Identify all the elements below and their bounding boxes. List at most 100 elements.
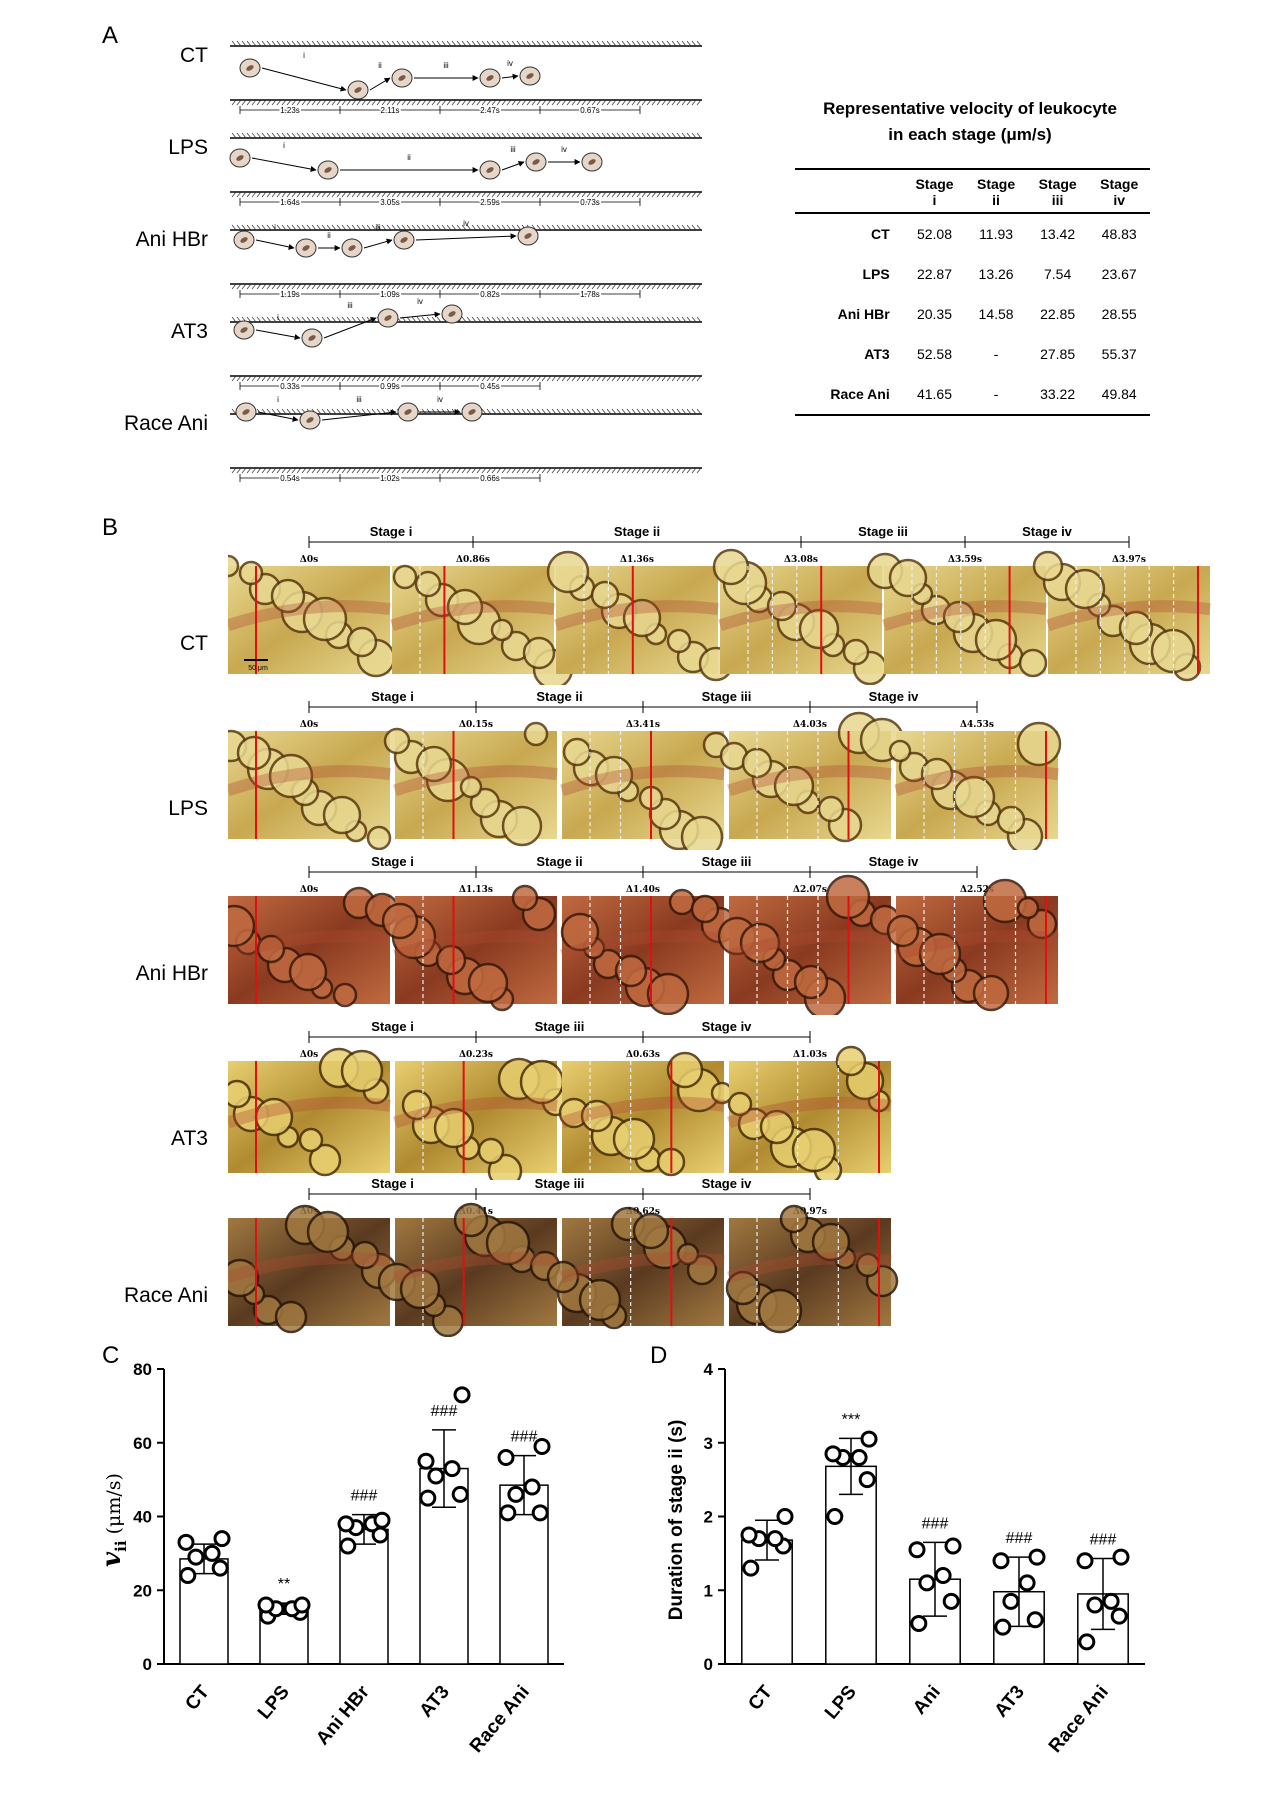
wall-hatch <box>586 191 592 198</box>
tissue-blob <box>415 745 453 783</box>
wall-hatch <box>646 408 652 415</box>
wall-hatch <box>466 191 472 198</box>
stage-label: Stage ii <box>614 524 660 539</box>
wall-hatch <box>311 132 317 139</box>
nucleus <box>242 409 250 415</box>
wall-hatch <box>641 408 647 415</box>
velocity-table-title: Representative velocity of leukocyte in … <box>790 96 1150 148</box>
tissue-blob <box>886 914 920 948</box>
wall-hatch <box>656 408 662 415</box>
wall-hatch <box>411 375 417 382</box>
wall-hatch <box>656 283 662 290</box>
panel-d-letter: D <box>650 1342 668 1369</box>
frame-time-label: Δ0.86s <box>456 555 490 565</box>
micrograph-row: Stage i Stage ii Stage iii Stage iv Δ0s Δ1.13… <box>228 854 1059 1015</box>
wall-hatch <box>271 316 277 323</box>
wall-hatch <box>696 191 702 198</box>
wall-hatch <box>411 316 417 323</box>
wall-hatch <box>271 40 277 47</box>
tissue-blob <box>739 922 781 964</box>
stage-label: Stage i <box>370 524 413 539</box>
wall-hatch <box>481 316 487 323</box>
wall-hatch <box>391 283 397 290</box>
micrograph-frame <box>228 886 400 1008</box>
wall-hatch <box>276 99 282 106</box>
wall-hatch <box>596 408 602 415</box>
tissue-blob <box>546 550 590 594</box>
wall-hatch <box>506 99 512 106</box>
wall-hatch <box>421 316 427 323</box>
wall-hatch <box>361 191 367 198</box>
table-cell: 13.42 <box>1040 226 1076 242</box>
wall-hatch <box>306 316 312 323</box>
wall-hatch <box>536 40 542 47</box>
wall-hatch <box>346 467 352 474</box>
data-point <box>860 1430 878 1448</box>
wall-hatch <box>571 132 577 139</box>
wall-hatch <box>361 467 367 474</box>
wall-hatch <box>561 224 567 231</box>
table-cell: 49.84 <box>1101 386 1137 402</box>
micrograph-frame <box>712 548 888 685</box>
wall-hatch <box>576 283 582 290</box>
wall-hatch <box>541 408 547 415</box>
nucleus <box>486 167 494 173</box>
tissue-blob <box>614 954 648 988</box>
wall-hatch <box>561 375 567 382</box>
wall-hatch <box>486 224 492 231</box>
wall-hatch <box>636 191 642 198</box>
wall-hatch <box>411 132 417 139</box>
vessel-band <box>228 765 391 797</box>
y-axis-label-unit: (μm/s) <box>103 1473 125 1540</box>
wall-hatch <box>486 375 492 382</box>
data-point <box>942 1592 960 1610</box>
wall-hatch <box>636 375 642 382</box>
data-point <box>419 1489 437 1507</box>
arrow <box>255 329 301 340</box>
wall-hatch <box>616 40 622 47</box>
data-point <box>179 1567 197 1584</box>
vessel-band <box>228 600 391 632</box>
data-point <box>211 1559 229 1577</box>
tissue-blob <box>1016 896 1040 920</box>
wall-hatch <box>441 40 447 47</box>
stage-marker: iii <box>375 223 381 232</box>
wall-hatch <box>416 375 422 382</box>
wall-hatch <box>691 283 697 290</box>
duration-label: 0.45s <box>480 382 500 391</box>
wall-hatch <box>381 99 387 106</box>
wall-hatch <box>596 467 602 474</box>
vessel-band <box>727 1096 892 1129</box>
wall-hatch <box>291 40 297 47</box>
wall-hatch <box>636 40 642 47</box>
wall-hatch <box>666 375 672 382</box>
wall-hatch <box>631 40 637 47</box>
wall-hatch <box>301 40 307 47</box>
wall-hatch <box>516 99 522 106</box>
y-tick-label: 20 <box>133 1581 152 1600</box>
wall-hatch <box>626 132 632 139</box>
panel-b-group-label: AT3 <box>171 1127 208 1150</box>
tissue-blob <box>228 554 240 578</box>
wall-hatch <box>571 40 577 47</box>
nucleus <box>448 311 456 317</box>
data-point <box>1028 1548 1046 1566</box>
wall-hatch <box>481 375 487 382</box>
wall-hatch <box>496 283 502 290</box>
stage-marker: iv <box>507 59 513 68</box>
nucleus <box>524 233 532 239</box>
tissue-blob <box>332 982 358 1008</box>
wall-hatch <box>516 375 522 382</box>
wall-hatch <box>536 224 542 231</box>
wall-hatch <box>391 467 397 474</box>
wall-hatch <box>631 408 637 415</box>
wall-hatch <box>406 375 412 382</box>
x-tick-label: LPS <box>254 1682 294 1724</box>
wall-hatch <box>511 467 517 474</box>
table-row: CT 52.08 11.93 13.42 48.83 <box>795 213 1150 254</box>
wall-hatch <box>396 40 402 47</box>
wall-hatch <box>286 408 292 415</box>
wall-hatch <box>361 283 367 290</box>
wall-hatch <box>426 224 432 231</box>
